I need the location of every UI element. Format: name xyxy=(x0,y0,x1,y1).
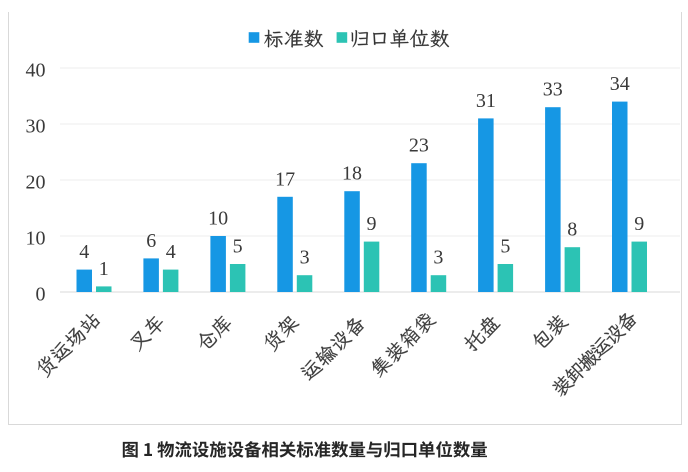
svg-text:4: 4 xyxy=(166,241,176,263)
svg-text:40: 40 xyxy=(26,60,46,82)
svg-text:10: 10 xyxy=(208,208,228,230)
svg-text:9: 9 xyxy=(634,213,644,235)
svg-text:10: 10 xyxy=(26,228,46,250)
svg-text:20: 20 xyxy=(26,172,46,194)
svg-text:8: 8 xyxy=(567,219,577,241)
svg-text:5: 5 xyxy=(500,236,510,258)
svg-text:3: 3 xyxy=(433,247,443,269)
svg-text:23: 23 xyxy=(409,135,429,157)
svg-text:33: 33 xyxy=(543,79,563,101)
svg-text:0: 0 xyxy=(36,284,46,306)
svg-text:1: 1 xyxy=(99,258,109,280)
svg-text:9: 9 xyxy=(367,213,377,235)
svg-text:6: 6 xyxy=(146,230,156,252)
svg-text:34: 34 xyxy=(610,73,630,95)
svg-text:17: 17 xyxy=(275,168,295,190)
svg-text:18: 18 xyxy=(342,163,362,185)
svg-text:31: 31 xyxy=(476,90,496,112)
svg-text:4: 4 xyxy=(79,241,89,263)
svg-text:30: 30 xyxy=(26,116,46,138)
svg-text:5: 5 xyxy=(233,236,243,258)
svg-text:3: 3 xyxy=(300,247,310,269)
